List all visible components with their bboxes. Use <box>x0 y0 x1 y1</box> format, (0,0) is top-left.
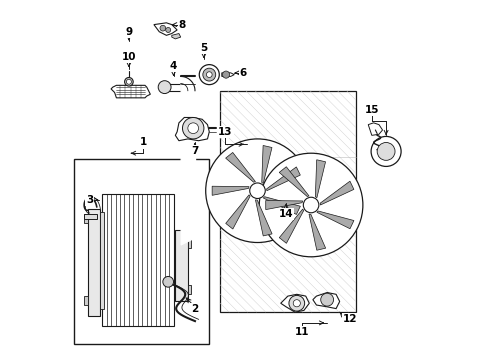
Text: 14: 14 <box>279 209 294 219</box>
Text: 7: 7 <box>191 147 198 157</box>
Bar <box>74 158 209 344</box>
Circle shape <box>289 296 305 311</box>
Polygon shape <box>316 160 325 198</box>
Circle shape <box>293 300 300 307</box>
Polygon shape <box>279 209 304 243</box>
Polygon shape <box>226 195 250 229</box>
Text: 11: 11 <box>295 327 309 337</box>
Bar <box>175 230 188 301</box>
Polygon shape <box>317 211 354 229</box>
Circle shape <box>158 81 171 94</box>
Bar <box>102 194 173 327</box>
Text: 15: 15 <box>365 105 379 115</box>
Polygon shape <box>368 123 383 135</box>
Polygon shape <box>172 33 181 39</box>
Circle shape <box>259 153 363 257</box>
Bar <box>100 212 104 309</box>
Polygon shape <box>188 239 192 248</box>
Polygon shape <box>263 197 300 215</box>
Polygon shape <box>262 145 272 184</box>
Polygon shape <box>84 296 88 305</box>
Polygon shape <box>163 84 181 91</box>
Text: 4: 4 <box>170 61 177 71</box>
Circle shape <box>206 139 309 243</box>
Circle shape <box>222 71 230 78</box>
Circle shape <box>182 117 204 139</box>
Text: 12: 12 <box>343 314 358 324</box>
Polygon shape <box>279 167 309 197</box>
Circle shape <box>124 77 133 86</box>
Polygon shape <box>175 117 209 141</box>
Bar <box>88 208 100 316</box>
Circle shape <box>206 72 212 77</box>
Polygon shape <box>281 294 309 312</box>
Polygon shape <box>255 200 272 236</box>
Polygon shape <box>212 186 249 195</box>
Text: 13: 13 <box>218 127 233 137</box>
Circle shape <box>203 68 216 81</box>
Circle shape <box>250 183 265 198</box>
Text: 9: 9 <box>125 27 132 37</box>
Polygon shape <box>84 214 88 223</box>
Text: 3: 3 <box>86 195 93 204</box>
Circle shape <box>303 197 319 213</box>
Polygon shape <box>267 167 300 191</box>
Polygon shape <box>111 85 150 98</box>
Polygon shape <box>309 214 326 250</box>
Text: 2: 2 <box>192 303 198 314</box>
Circle shape <box>377 143 395 160</box>
Polygon shape <box>266 201 303 210</box>
Polygon shape <box>84 214 97 219</box>
Circle shape <box>166 27 171 32</box>
Text: 10: 10 <box>122 52 136 62</box>
Polygon shape <box>320 181 354 205</box>
Text: 6: 6 <box>240 68 247 78</box>
Circle shape <box>188 123 198 134</box>
Circle shape <box>371 136 401 166</box>
Polygon shape <box>225 152 255 182</box>
Circle shape <box>163 276 173 287</box>
Polygon shape <box>313 293 340 309</box>
Text: 5: 5 <box>200 43 208 53</box>
Circle shape <box>126 79 131 84</box>
Text: 8: 8 <box>179 19 186 30</box>
Text: 1: 1 <box>140 138 147 148</box>
Circle shape <box>321 293 334 306</box>
Polygon shape <box>188 285 192 294</box>
Polygon shape <box>222 73 234 76</box>
Polygon shape <box>154 23 177 35</box>
Bar <box>220 91 356 312</box>
Circle shape <box>160 25 166 31</box>
Circle shape <box>199 64 220 85</box>
